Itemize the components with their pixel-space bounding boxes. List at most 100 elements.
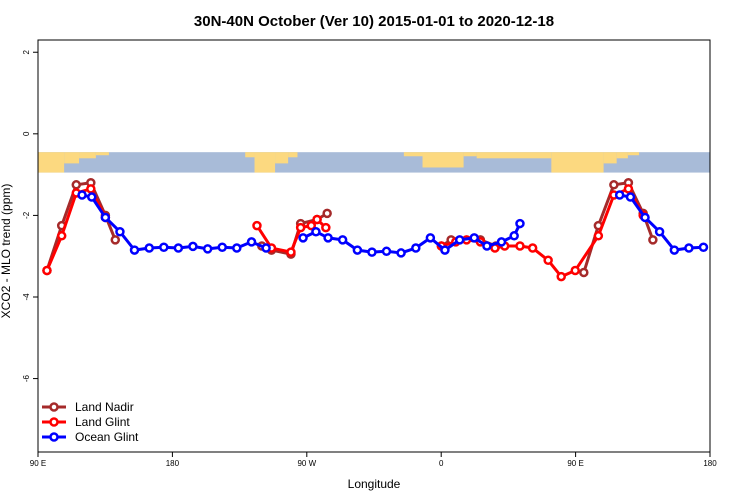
legend-item-land-nadir: Land Nadir <box>42 400 134 414</box>
ocean-glint-point <box>684 243 694 253</box>
land-glint-line <box>45 187 107 272</box>
land-glint-point <box>570 265 580 276</box>
map-land <box>616 152 628 159</box>
ocean-glint-point <box>669 245 680 255</box>
land-nadir-point <box>110 235 121 245</box>
map-land <box>275 152 289 164</box>
legend-label: Land Nadir <box>75 400 134 414</box>
series-ocean-glint <box>77 190 709 258</box>
legend-marker <box>49 432 59 442</box>
ocean-glint-line <box>81 193 267 252</box>
legend-marker <box>49 417 59 427</box>
map-land <box>95 152 109 156</box>
y-tick-label: -2 <box>22 211 31 219</box>
map-land <box>288 152 298 158</box>
map-land <box>245 152 255 158</box>
map-land <box>627 152 640 156</box>
land-glint-point <box>286 247 296 257</box>
ocean-glint-point <box>298 233 308 243</box>
ocean-glint-point <box>411 243 421 253</box>
land-glint-point <box>42 265 52 276</box>
y-tick-label: -6 <box>22 374 31 382</box>
ocean-glint-point <box>100 212 111 223</box>
land-glint-point <box>252 220 262 231</box>
legend-marker <box>49 402 59 412</box>
ocean-glint-point <box>425 233 436 243</box>
ocean-glint-point <box>337 235 348 245</box>
land-glint-point <box>515 241 525 251</box>
map-land <box>476 152 552 159</box>
land-glint-point <box>295 222 306 233</box>
ocean-glint-point <box>614 190 625 200</box>
map-land <box>254 152 276 173</box>
data-series <box>42 178 709 282</box>
ocean-glint-point <box>217 242 227 252</box>
land-glint-line <box>440 187 645 279</box>
plot-frame <box>37 39 711 453</box>
ocean-glint-point <box>515 218 525 229</box>
land-glint-point <box>593 231 604 241</box>
x-tick-label: 90 W <box>297 459 316 468</box>
map-land <box>603 152 617 164</box>
land-glint-point <box>321 222 331 233</box>
ocean-glint-point <box>173 243 184 253</box>
ocean-glint-point <box>188 241 198 252</box>
y-tick-label: 2 <box>22 49 31 54</box>
ocean-glint-point <box>654 226 665 237</box>
ocean-glint-point <box>77 190 87 200</box>
x-tick-label: 90 E <box>30 459 46 468</box>
ocean-glint-point <box>232 243 242 253</box>
x-tick-label: 0 <box>439 459 444 468</box>
land-nadir-point <box>71 180 82 190</box>
ocean-glint-point <box>115 226 125 237</box>
ocean-glint-point <box>87 192 97 202</box>
map-land <box>403 152 423 157</box>
map-land <box>64 152 80 164</box>
series-land-glint <box>42 184 648 282</box>
x-tick-label: 90 E <box>567 459 583 468</box>
legend-item-ocean-glint: Ocean Glint <box>42 430 139 444</box>
land-glint-point <box>556 271 566 282</box>
x-tick-label: 180 <box>166 459 180 468</box>
legend-label: Land Glint <box>75 415 130 429</box>
land-glint-point <box>56 231 67 241</box>
map-land <box>463 152 477 157</box>
land-glint-point <box>312 214 322 225</box>
ocean-glint-point <box>129 245 140 255</box>
map-land <box>422 152 464 168</box>
land-glint-point <box>543 255 553 266</box>
land-glint-point <box>306 220 317 231</box>
series-land-nadir <box>42 178 658 278</box>
x-axis-label: Longitude <box>348 477 401 491</box>
ocean-glint-point <box>202 244 213 254</box>
ocean-glint-point <box>454 235 465 245</box>
ocean-glint-point <box>496 237 507 247</box>
land-glint-point <box>86 184 96 194</box>
ocean-glint-point <box>509 231 519 241</box>
land-nadir-point <box>609 180 619 190</box>
x-tick-label: 180 <box>703 459 717 468</box>
y-axis-label: XCO2 - MLO trend (ppm) <box>0 184 13 319</box>
land-nadir-point <box>648 235 658 245</box>
land-nadir-point <box>322 208 332 219</box>
ocean-glint-point <box>159 242 169 252</box>
world-map-strip <box>38 152 710 173</box>
ocean-glint-point <box>367 247 377 257</box>
ocean-glint-point <box>482 241 492 251</box>
ocean-glint-point <box>246 237 257 247</box>
ocean-glint-point <box>261 243 271 253</box>
ocean-glint-point <box>381 246 392 257</box>
land-nadir-point <box>579 267 589 278</box>
map-land <box>551 152 604 173</box>
ocean-glint-point <box>625 192 636 202</box>
chart-title: 30N-40N October (Ver 10) 2015-01-01 to 2… <box>194 13 554 30</box>
y-tick-label: -4 <box>22 293 31 301</box>
ocean-glint-point <box>396 248 406 258</box>
ocean-glint-point <box>311 226 321 237</box>
map-land <box>79 152 96 159</box>
ocean-glint-point <box>469 233 479 243</box>
land-glint-point <box>623 184 634 194</box>
legend-item-land-glint: Land Glint <box>42 415 130 429</box>
ocean-glint-point <box>144 243 155 253</box>
legend-label: Ocean Glint <box>75 430 139 444</box>
